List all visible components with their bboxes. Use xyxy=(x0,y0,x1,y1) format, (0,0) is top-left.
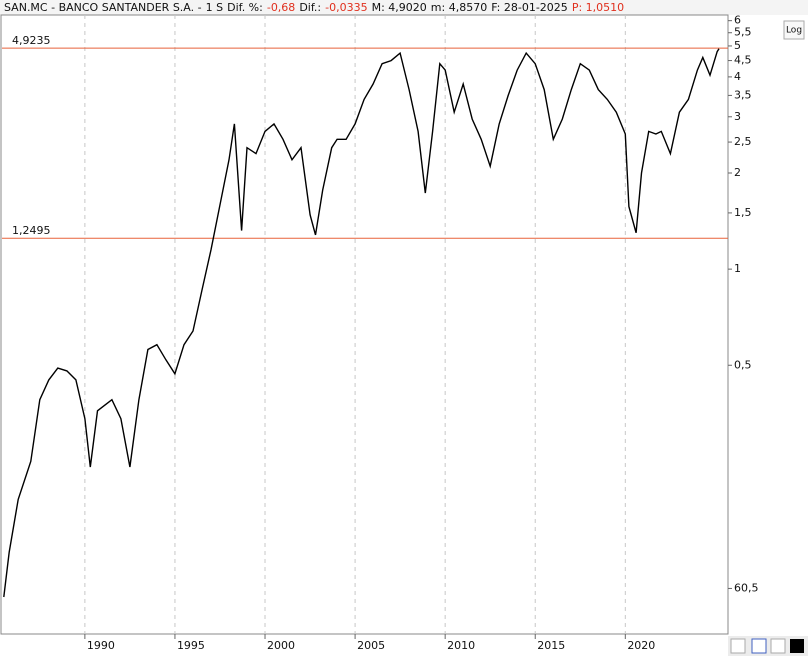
pin-icon[interactable] xyxy=(770,638,786,654)
header-item: SAN.MC - BANCO SANTANDER S.A. - xyxy=(4,1,202,14)
x-tick-label: 2005 xyxy=(357,639,385,652)
header-item: M: 4,9020 xyxy=(372,1,427,14)
log-button-label[interactable]: Log xyxy=(786,26,802,36)
x-tick-label: 2010 xyxy=(447,639,475,652)
header-item: m: 4,8570 xyxy=(431,1,487,14)
header-item: 1 S xyxy=(206,1,223,14)
header-item: Dif.: xyxy=(299,1,321,14)
header-item: P: 1,0510 xyxy=(572,1,624,14)
header-item: -0,0335 xyxy=(325,1,367,14)
y-tick-label: 4 xyxy=(734,70,741,83)
x-tick-label: 2015 xyxy=(537,639,565,652)
x-tick-label: 1995 xyxy=(177,639,205,652)
y-tick-label: 60,5 xyxy=(734,581,759,594)
log-button[interactable] xyxy=(783,20,805,40)
y-tick-label: 1 xyxy=(734,262,741,275)
y-tick-label: 2 xyxy=(734,166,741,179)
y-tick-label: 3 xyxy=(734,110,741,123)
x-tick-label: 1990 xyxy=(87,639,115,652)
y-tick-label: 3,5 xyxy=(734,88,752,101)
toolbar xyxy=(728,636,808,656)
header-item: Dif. %: xyxy=(227,1,263,14)
y-tick-label: 1,5 xyxy=(734,206,752,219)
y-tick-label: 6 xyxy=(734,14,741,27)
level-label: 4,9235 xyxy=(12,34,51,47)
y-tick-label: 2,5 xyxy=(734,135,752,148)
header: SAN.MC - BANCO SANTANDER S.A. - 1 S Dif. %… xyxy=(4,1,624,14)
tool-icon[interactable] xyxy=(730,638,746,654)
level-label: 1,2495 xyxy=(12,224,51,237)
color-icon[interactable] xyxy=(790,639,804,653)
x-tick-label: 2000 xyxy=(267,639,295,652)
y-tick-label: 5 xyxy=(734,39,741,52)
header-item: F: 28-01-2025 xyxy=(491,1,568,14)
y-tick-label: 4,5 xyxy=(734,54,752,67)
header-item: -0,68 xyxy=(267,1,295,14)
y-tick-label: 5,5 xyxy=(734,26,752,39)
save-icon[interactable] xyxy=(751,638,767,654)
plot-frame xyxy=(0,14,729,635)
header-bar xyxy=(0,0,808,15)
price-line xyxy=(3,48,720,598)
y-tick-label: 0,5 xyxy=(734,358,752,371)
x-tick-label: 2020 xyxy=(627,639,655,652)
